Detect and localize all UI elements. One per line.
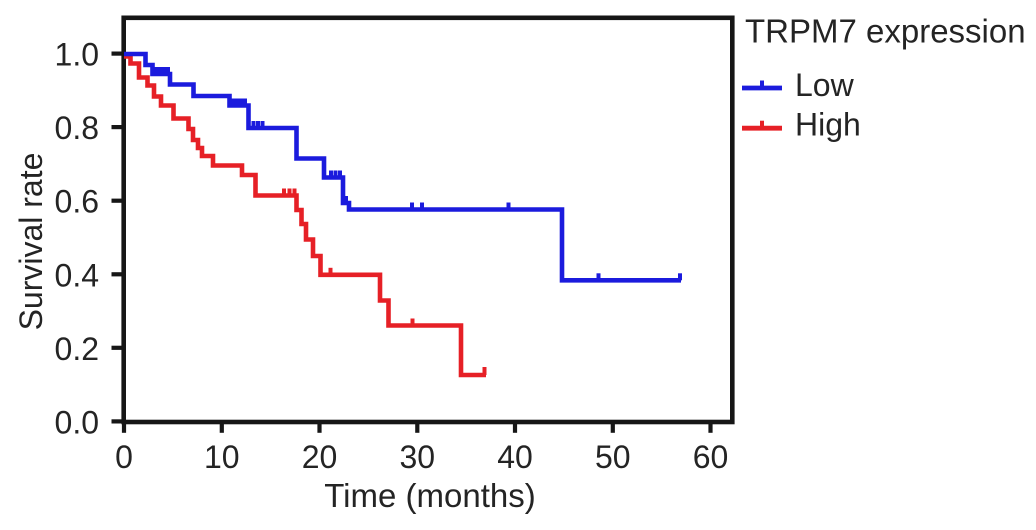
svg-text:10: 10: [204, 439, 240, 475]
svg-text:40: 40: [497, 439, 533, 475]
svg-text:0: 0: [115, 439, 133, 475]
svg-text:0.6: 0.6: [55, 184, 99, 220]
svg-text:High: High: [795, 106, 861, 142]
svg-text:60: 60: [693, 439, 729, 475]
svg-text:0.8: 0.8: [55, 110, 99, 146]
svg-text:0.4: 0.4: [55, 257, 99, 293]
svg-text:Low: Low: [795, 67, 855, 103]
svg-text:30: 30: [400, 439, 436, 475]
svg-text:Time (months): Time (months): [324, 477, 535, 514]
svg-text:TRPM7 expression: TRPM7 expression: [745, 13, 1026, 50]
svg-text:1.0: 1.0: [55, 37, 99, 73]
svg-text:0.2: 0.2: [55, 331, 99, 367]
svg-text:20: 20: [302, 439, 338, 475]
svg-text:Survival rate: Survival rate: [13, 153, 49, 331]
svg-text:0.0: 0.0: [55, 404, 99, 440]
svg-text:50: 50: [595, 439, 631, 475]
